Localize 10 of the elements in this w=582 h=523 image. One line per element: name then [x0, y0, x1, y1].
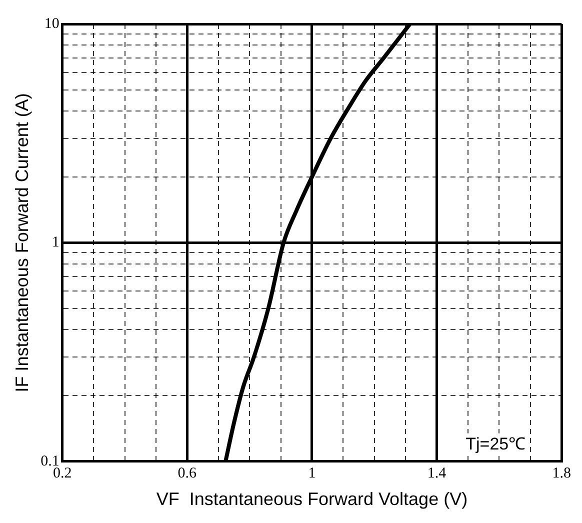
x-tick-label: 1.4	[427, 465, 447, 482]
x-tick-label: 0.2	[52, 465, 72, 482]
x-axis-title: VF Instantaneous Forward Voltage (V)	[156, 489, 468, 510]
annotation: Tj=25℃	[466, 434, 526, 454]
x-tick-label: 0.6	[178, 465, 198, 482]
y-tick-label: 10	[44, 16, 60, 32]
x-tick-label: 1	[308, 465, 316, 482]
x-tick-label: 1.8	[552, 465, 571, 482]
y-tick-label: 1	[52, 234, 60, 251]
y-axis-title: IF Instantaneous Forward Current (A)	[12, 93, 32, 392]
